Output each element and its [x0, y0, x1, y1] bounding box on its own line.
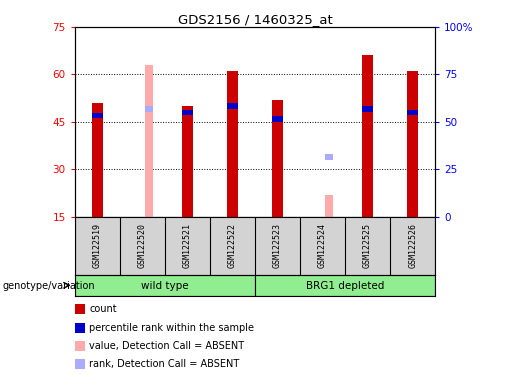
Text: GSM122521: GSM122521	[183, 223, 192, 268]
Bar	[182, 109, 193, 115]
Bar	[272, 116, 283, 122]
Text: GDS2156 / 1460325_at: GDS2156 / 1460325_at	[178, 13, 332, 26]
Bar	[92, 113, 103, 118]
Text: GSM122524: GSM122524	[318, 223, 327, 268]
Text: rank, Detection Call = ABSENT: rank, Detection Call = ABSENT	[89, 359, 239, 369]
Bar	[325, 154, 333, 160]
Bar	[227, 103, 238, 109]
Bar	[255, 275, 435, 296]
Bar	[75, 275, 255, 296]
Bar	[272, 100, 283, 217]
Text: count: count	[89, 304, 117, 314]
Text: GSM122523: GSM122523	[273, 223, 282, 268]
Text: percentile rank within the sample: percentile rank within the sample	[89, 323, 254, 333]
Text: GSM122520: GSM122520	[138, 223, 147, 268]
Text: wild type: wild type	[141, 280, 188, 291]
Bar	[227, 71, 238, 217]
Text: GSM122526: GSM122526	[408, 223, 417, 268]
Text: GSM122525: GSM122525	[363, 223, 372, 268]
Text: BRG1 depleted: BRG1 depleted	[306, 280, 384, 291]
Bar	[325, 195, 333, 217]
Bar	[182, 106, 193, 217]
Text: value, Detection Call = ABSENT: value, Detection Call = ABSENT	[89, 341, 244, 351]
Bar	[145, 65, 153, 217]
Bar	[92, 103, 103, 217]
Bar	[145, 106, 153, 112]
Bar	[407, 71, 418, 217]
Text: GSM122522: GSM122522	[228, 223, 237, 268]
Text: GSM122519: GSM122519	[93, 223, 101, 268]
Text: genotype/variation: genotype/variation	[3, 281, 95, 291]
Bar	[362, 55, 373, 217]
Bar	[407, 109, 418, 115]
Bar	[362, 106, 373, 112]
